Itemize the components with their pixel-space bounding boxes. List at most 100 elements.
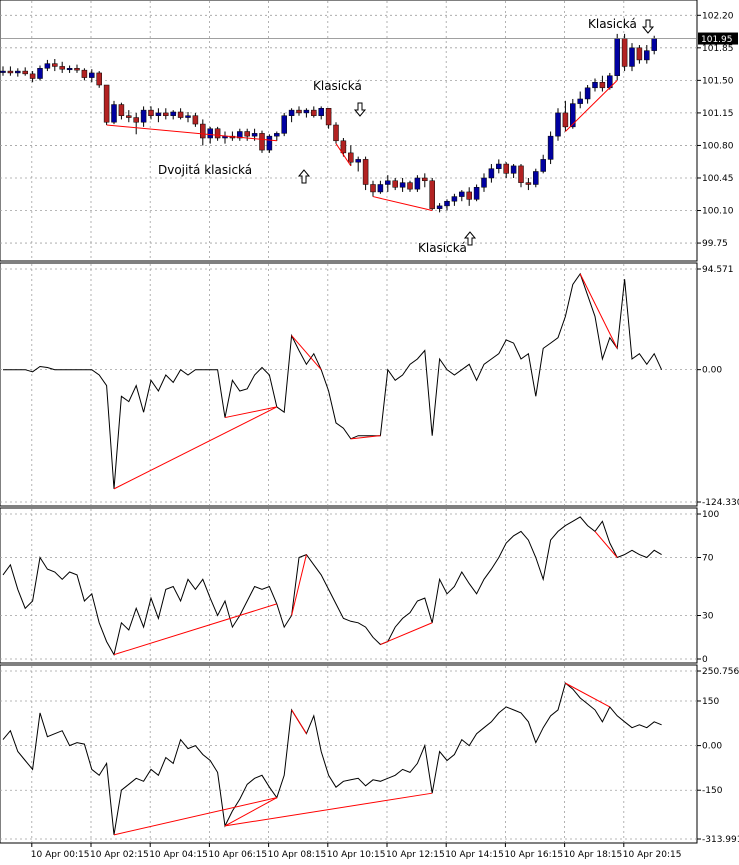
x-tick-label: 10 Apr 06:15	[208, 850, 267, 860]
candle-body	[422, 177, 428, 182]
divergence-line	[113, 797, 277, 836]
y-tick-label: 100.45	[702, 174, 734, 184]
x-tick-label: 10 Apr 08:15	[268, 850, 327, 860]
y-tick-label: -124.330	[702, 498, 739, 508]
y-tick-label: 100	[702, 510, 719, 520]
divergence-line	[113, 406, 278, 490]
candle-body	[192, 115, 199, 125]
candle-body	[481, 177, 487, 188]
y-tick-label: 99.75	[702, 239, 728, 249]
x-tick-label: 10 Apr 14:15	[445, 850, 504, 860]
candle-body	[340, 140, 347, 154]
x-tick-label: 10 Apr 04:15	[149, 850, 208, 860]
candle-body	[74, 68, 80, 71]
x-tick-label: 10 Apr 10:15	[327, 850, 386, 860]
x-tick-label: 10 Apr 18:15	[564, 850, 623, 860]
candle-body	[614, 38, 620, 76]
candle-body	[525, 182, 532, 185]
x-tick-label: 10 Apr 02:15	[90, 850, 149, 860]
candle-body	[44, 63, 51, 69]
candle-body	[29, 73, 36, 79]
candle-body	[81, 69, 88, 78]
arrow-up-icon	[297, 169, 311, 184]
candle-body	[281, 115, 287, 134]
panel-frame	[0, 664, 698, 844]
divergence-line	[380, 622, 433, 645]
annotation-label: Dvojitá klasická	[158, 163, 252, 177]
candle-body	[540, 159, 546, 172]
candle-body	[570, 103, 576, 128]
candle-body	[170, 111, 176, 116]
candle-body	[163, 112, 169, 116]
oscillator-3-panel	[2, 682, 662, 836]
current-price-box	[698, 32, 738, 45]
candle-body	[52, 63, 58, 67]
y-tick-label: 250.7563	[702, 667, 739, 677]
x-tick-label: 10 Apr 00:15	[31, 850, 90, 860]
y-tick-label: 0.00	[702, 742, 722, 752]
candle-body	[533, 171, 539, 185]
y-axis-labels: 102.20 101.85 101.50 101.15 100.80 100.45 100.…	[0, 11, 739, 845]
candle-body	[370, 184, 376, 193]
grid-lines	[0, 1, 697, 842]
candle-body	[118, 104, 125, 116]
candle-body	[385, 180, 391, 185]
candle-body	[89, 72, 95, 78]
candle-body	[259, 133, 265, 151]
candle-body	[103, 84, 110, 123]
candle-body	[333, 124, 339, 142]
candle-body	[355, 159, 361, 163]
time-axis-labels: 10 Apr 00:15 10 Apr 02:15 10 Apr 04:15 10 A…	[31, 843, 681, 860]
candle-body	[407, 182, 413, 190]
candle-body	[436, 205, 443, 209]
y-tick-label: 70	[702, 554, 714, 564]
candle-body	[22, 70, 28, 75]
candle-body	[621, 38, 628, 67]
candle-body	[148, 109, 154, 116]
candle-body	[96, 72, 102, 86]
candle-body	[185, 115, 191, 118]
oscillator-1-panel	[3, 272, 663, 490]
annotation-label: Klasická	[418, 241, 467, 255]
divergence-line	[224, 406, 277, 419]
x-tick-label: 10 Apr 12:15	[386, 850, 445, 860]
candle-body	[318, 108, 324, 116]
y-tick-label: 101.50	[702, 76, 734, 86]
arrow-down-icon	[353, 102, 367, 117]
y-tick-label: 100.80	[702, 141, 734, 151]
candle-body	[348, 152, 354, 163]
oscillator-line	[3, 272, 663, 489]
candle-body	[133, 117, 139, 123]
candle-body	[451, 196, 458, 202]
candle-body	[473, 187, 480, 200]
candle-body	[325, 108, 332, 126]
candle-body	[126, 115, 132, 118]
candle-body	[629, 47, 635, 67]
divergence-line	[594, 531, 618, 558]
candle-body	[584, 87, 591, 100]
candle-body	[555, 112, 561, 137]
candle-body	[155, 112, 162, 116]
divergence-line	[350, 435, 381, 440]
candle-body	[577, 98, 583, 104]
candle-body	[7, 70, 14, 74]
candle-body	[459, 191, 465, 197]
panel-frame	[0, 507, 698, 664]
annotation-label: Klasická	[313, 79, 362, 93]
candle-body	[429, 180, 435, 209]
divergence-line	[291, 554, 307, 616]
divergence-line	[291, 335, 322, 370]
arrow-down-icon	[641, 19, 655, 34]
candle-body	[466, 191, 472, 200]
candle-body	[488, 168, 495, 179]
divergence-line	[372, 196, 433, 212]
oscillator-line	[2, 682, 662, 835]
candle-body	[288, 109, 295, 116]
arrow-up-icon	[463, 231, 477, 246]
divergence-line	[224, 792, 433, 827]
candle-body	[15, 70, 21, 74]
candle-body	[377, 184, 384, 193]
divergence-line	[565, 80, 618, 132]
oscillator-line	[2, 516, 662, 656]
divergence-line	[224, 797, 278, 827]
